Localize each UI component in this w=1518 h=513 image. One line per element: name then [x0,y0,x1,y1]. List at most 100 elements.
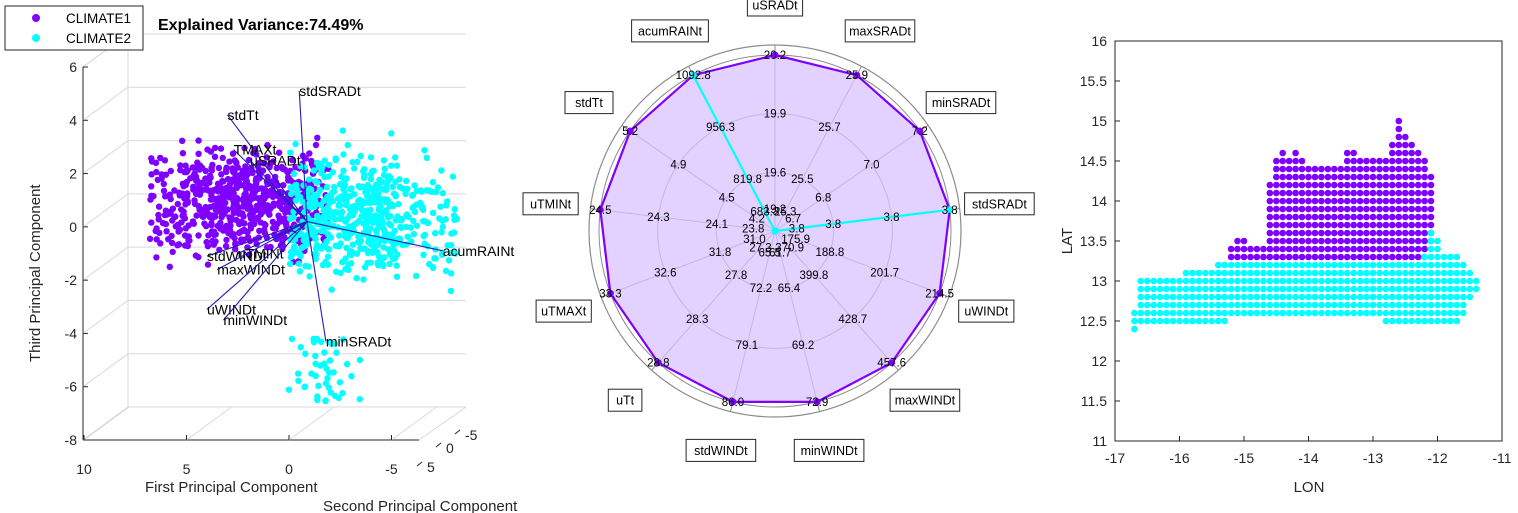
map-point-climate2 [1311,309,1319,317]
map-point-climate2 [1350,293,1357,301]
pca-score-point-climate1 [229,176,236,183]
map-xaxis-tick-label: -17 [1105,450,1125,466]
pca-score-point-climate1 [228,232,236,239]
pca-score-point-climate2 [404,185,411,192]
pca-score-point-climate2 [335,243,342,250]
map-point-climate1 [1402,205,1409,213]
map-point-climate1 [1369,173,1377,181]
pca-score-point-climate1 [215,164,223,172]
map-point-climate1 [1414,197,1422,205]
pca-score-point-climate1 [148,219,155,226]
map-point-climate1 [1402,133,1409,141]
pca-score-point-climate1 [277,215,284,223]
map-point-climate1 [1402,229,1409,237]
map-point-climate2 [1447,253,1454,261]
radar-ring-value: 428.7 [838,314,867,326]
pca-score-point-climate1 [301,154,308,161]
pca-score-point-climate1 [232,240,239,247]
map-point-climate2 [1472,277,1480,285]
map-point-climate2 [1163,317,1170,325]
map-point-climate1 [1292,229,1299,237]
map-point-climate2 [1331,261,1338,269]
map-point-climate1 [1402,165,1409,173]
map-point-climate2 [1227,285,1235,293]
map-point-climate2 [1440,277,1448,285]
pca-score-point-climate1 [159,219,167,227]
map-point-climate2 [1414,285,1422,293]
map-point-climate1 [1343,173,1351,181]
map-point-climate2 [1453,261,1461,269]
map-point-climate2 [1402,277,1409,285]
pca-score-point-climate2 [367,154,375,161]
map-point-climate2 [1369,269,1377,277]
pca-score-point-climate1 [281,234,288,241]
map-point-climate1 [1395,117,1403,125]
map-point-climate1 [1318,221,1325,229]
pca-score-point-climate1 [230,189,237,197]
pca-yaxis-tick-label: -5 [465,427,478,443]
map-point-climate1 [1305,237,1312,245]
pca-score-point-climate2 [398,216,405,224]
pca-score-point-climate1 [158,171,165,178]
map-point-climate1 [1324,213,1332,221]
map-point-climate1 [1402,173,1409,181]
pca-score-point-climate2 [432,188,440,196]
pca-score-point-climate2 [295,260,303,267]
map-point-climate2 [1408,261,1415,269]
pca-score-point-climate2 [394,251,401,258]
map-point-climate2 [1440,309,1448,317]
map-point-climate2 [1389,317,1396,325]
pca-score-point-climate1 [190,220,197,227]
pca-score-point-climate1 [162,207,170,214]
map-point-climate1 [1266,245,1274,253]
pca-score-point-climate2 [429,209,437,216]
map-point-climate1 [1240,253,1248,261]
map-point-climate2 [1324,293,1332,301]
pca-score-point-climate1 [211,144,219,152]
map-point-climate2 [1460,309,1467,317]
map-point-climate2 [1421,261,1428,269]
map-point-climate1 [1343,221,1351,229]
map-point-climate2 [1305,269,1312,277]
pca-score-point-climate2 [364,259,371,267]
radar-point-climate2 [689,71,697,79]
radar-ring-value: 399.8 [800,270,829,282]
map-point-climate1 [1402,181,1409,189]
map-point-climate2 [1163,309,1170,317]
map-point-climate2 [1169,301,1177,309]
pca-score-point-climate2 [314,192,321,199]
map-point-climate1 [1395,237,1403,245]
map-point-climate2 [1227,301,1235,309]
map-point-climate2 [1137,293,1145,301]
map-point-climate1 [1318,197,1325,205]
map-point-climate2 [1363,293,1370,301]
map-point-climate1 [1292,189,1299,197]
pca-score-point-climate2 [439,190,446,197]
map-point-climate1 [1421,213,1428,221]
map-point-climate1 [1298,165,1306,173]
map-point-climate2 [1163,293,1170,301]
map-point-climate2 [1305,285,1312,293]
map-point-climate2 [1273,293,1280,301]
pca-score-point-climate2 [349,241,356,248]
map-point-climate1 [1247,245,1254,253]
map-point-climate2 [1395,269,1403,277]
map-point-climate1 [1298,229,1306,237]
map-point-climate2 [1292,269,1299,277]
map-point-climate1 [1285,173,1293,181]
map-point-climate1 [1369,245,1377,253]
map-point-climate1 [1395,221,1403,229]
radar-axis-label-box [746,0,804,17]
pca-score-point-climate2 [409,191,417,198]
map-point-climate2 [1221,317,1228,325]
map-point-climate1 [1350,197,1357,205]
map-point-climate2 [1414,309,1422,317]
pca-score-point-climate2 [382,198,389,206]
map-point-climate2 [1176,317,1183,325]
map-point-climate1 [1369,181,1377,189]
map-yaxis-tick-label: 11.5 [1081,393,1107,409]
map-point-climate1 [1285,245,1293,253]
map-point-climate1 [1395,229,1403,237]
map-point-climate2 [1460,285,1467,293]
pca-score-point-climate2 [312,236,319,243]
